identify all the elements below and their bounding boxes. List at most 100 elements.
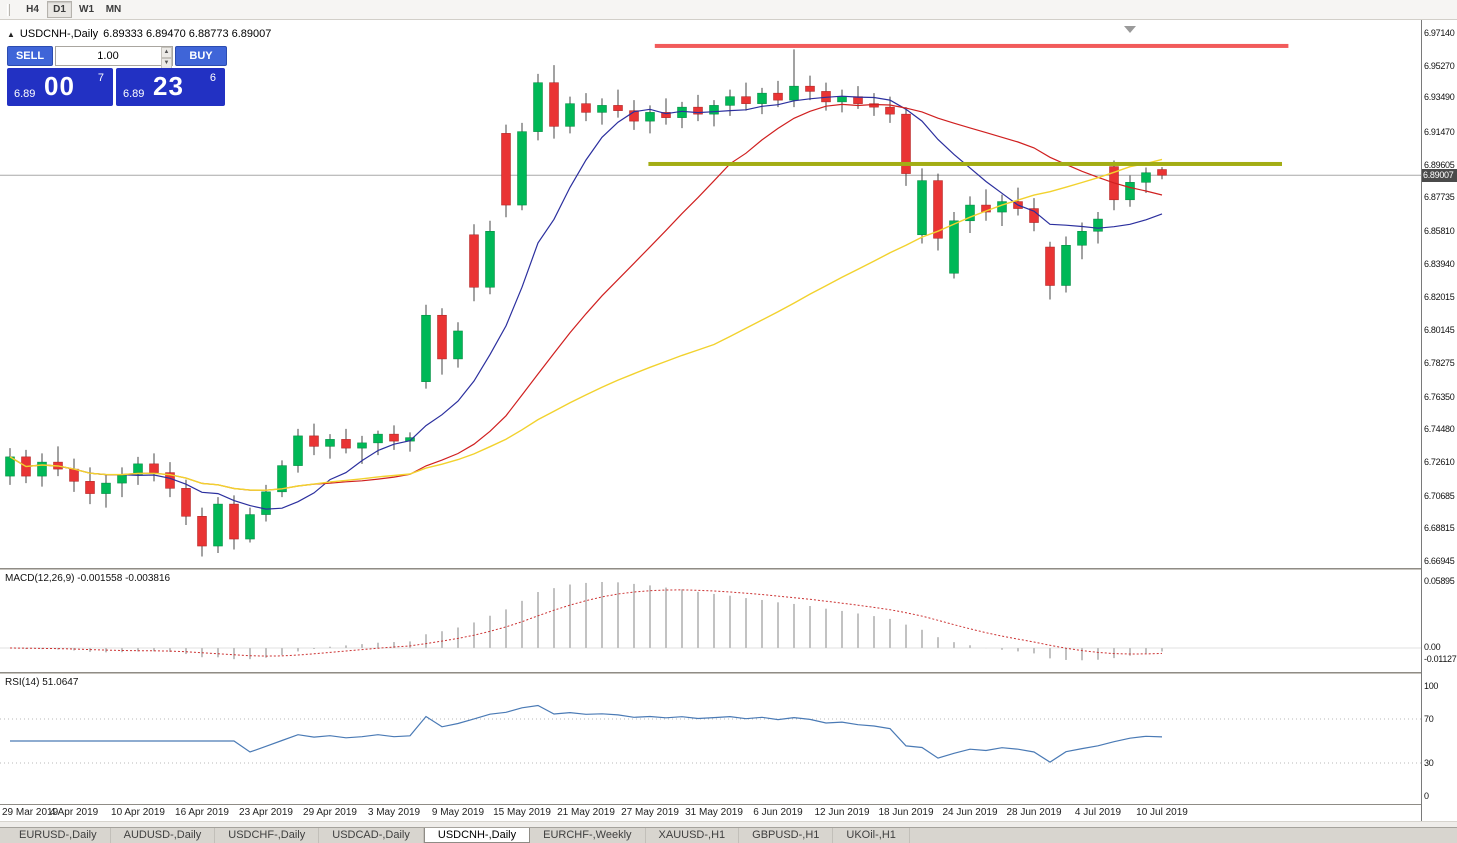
moving-average-line-45[interactable]: [9, 158, 1163, 491]
rsi-label: RSI(14) 51.0647: [5, 677, 79, 688]
date-label: 12 Jun 2019: [814, 807, 870, 818]
price-chart[interactable]: [0, 20, 1421, 568]
bid-price-point: 7: [97, 72, 104, 84]
date-label: 21 May 2019: [557, 807, 615, 818]
date-label: 15 May 2019: [493, 807, 551, 818]
rsi-scale-label: 100: [1424, 681, 1439, 691]
date-label: 29 Mar 2019: [2, 807, 59, 818]
ask-price-pips: 23: [153, 71, 184, 101]
chart-tab-audusd[interactable]: AUDUSD-,Daily: [111, 828, 216, 843]
horizontal-scrollbar[interactable]: [0, 821, 1457, 827]
price-scale-label: 6.87735: [1424, 192, 1455, 203]
chart-symbol-period: USDCNH-,Daily: [19, 28, 99, 40]
rsi-scale-label: 0: [1424, 791, 1429, 801]
macd-histogram: [25, 582, 1163, 661]
date-label: 10 Apr 2019: [111, 807, 165, 818]
date-label: 27 May 2019: [621, 807, 679, 818]
date-label: 10 Jul 2019: [1136, 807, 1188, 818]
price-scale-label: 6.93490: [1424, 91, 1455, 102]
timeframe-toolbar: H4 D1 W1 MN: [0, 0, 1457, 20]
chart-ohlc-values: 6.89333 6.89470 6.88773 6.89007: [103, 28, 272, 40]
candles: [5, 49, 1167, 557]
timeframe-button-w1[interactable]: W1: [79, 4, 94, 15]
one-click-trading-panel: SELL ▲ ▼ BUY 6.89 00 7 6.89 23 6: [7, 46, 227, 106]
chart-tab-usdcnh[interactable]: USDCNH-,Daily: [423, 828, 531, 843]
price-scale-label: 6.80145: [1424, 325, 1455, 336]
price-scale-label: 6.97140: [1424, 28, 1455, 38]
price-scale[interactable]: 6.97140 6.95270 6.93490 6.91470 6.89605 6.877…: [1421, 20, 1457, 821]
macd-signal-line: [9, 589, 1163, 657]
chart-tab-usdcad[interactable]: USDCAD-,Daily: [319, 828, 424, 843]
macd-label: MACD(12,26,9) -0.001558 -0.003816: [5, 573, 171, 584]
date-label: 6 Jun 2019: [753, 807, 803, 818]
lot-spin-up-icon[interactable]: ▲: [161, 47, 172, 58]
axis-separator: [0, 804, 1457, 805]
chart-title: ▲ USDCNH-,Daily 6.89333 6.89470 6.88773 …: [7, 28, 271, 40]
rsi-line: [10, 704, 1163, 763]
price-scale-label: 6.76350: [1424, 391, 1455, 402]
panel-separator[interactable]: [0, 672, 1457, 674]
chart-tabs-bar: EURUSD-,Daily AUDUSD-,Daily USDCHF-,Daily U…: [0, 827, 1457, 843]
date-axis[interactable]: 29 Mar 2019 4 Apr 2019 10 Apr 2019 16 Apr 2…: [0, 805, 1421, 821]
lot-size-spinner: ▲ ▼: [161, 47, 172, 69]
sell-button[interactable]: SELL: [7, 46, 53, 66]
date-label: 24 Jun 2019: [942, 807, 998, 818]
timeframe-button-h4[interactable]: H4: [26, 4, 39, 15]
rsi-panel[interactable]: [0, 674, 1421, 804]
moving-average-line-8[interactable]: [9, 95, 1163, 510]
buy-button[interactable]: BUY: [175, 46, 227, 66]
rsi-scale-label: 30: [1424, 758, 1434, 768]
bid-price-major: 6.89: [14, 88, 36, 100]
bid-price-pips: 00: [44, 71, 75, 101]
date-label: 18 Jun 2019: [878, 807, 934, 818]
price-scale-label: 6.95270: [1424, 60, 1455, 71]
chart-tab-eurchf[interactable]: EURCHF-,Weekly: [530, 828, 646, 843]
panel-separator[interactable]: [0, 568, 1457, 570]
date-label: 9 May 2019: [431, 807, 485, 818]
chart-tab-eurusd[interactable]: EURUSD-,Daily: [6, 828, 111, 843]
timeframe-buttons: H4 D1 W1 MN: [20, 1, 128, 18]
ask-price-major: 6.89: [123, 88, 145, 100]
timeframe-button-mn[interactable]: MN: [105, 4, 122, 15]
date-label: 29 Apr 2019: [303, 807, 357, 818]
chart-tab-xauusd[interactable]: XAUUSD-,H1: [646, 828, 740, 843]
date-label: 4 Apr 2019: [49, 807, 99, 818]
price-scale-label: 6.74480: [1424, 424, 1455, 435]
macd-scale-label: 0.05895: [1424, 576, 1455, 586]
one-click-expander-icon[interactable]: ▲: [7, 29, 15, 39]
chart-tab-gbpusd[interactable]: GBPUSD-,H1: [739, 828, 834, 843]
price-scale-label: 6.91470: [1424, 127, 1455, 138]
price-scale-label: 6.82015: [1424, 292, 1455, 303]
price-scale-label: 6.68815: [1424, 523, 1455, 534]
ask-price-box[interactable]: 6.89 23 6: [116, 68, 225, 106]
price-scale-label: 6.78275: [1424, 357, 1455, 368]
price-scale-label: 6.83940: [1424, 258, 1455, 269]
toolbar-grip-handle[interactable]: [7, 3, 10, 16]
pivot-line[interactable]: [648, 161, 1282, 166]
macd-scale-label: 0.00: [1424, 642, 1441, 652]
date-label: 31 May 2019: [685, 807, 743, 818]
bid-price-box[interactable]: 6.89 00 7: [7, 68, 113, 106]
price-scale-label: 6.66945: [1424, 555, 1455, 566]
price-scale-label: 6.70685: [1424, 490, 1455, 501]
timeframe-button-d1[interactable]: D1: [47, 1, 72, 18]
chart-tab-usdchf[interactable]: USDCHF-,Daily: [215, 828, 320, 843]
date-label: 16 Apr 2019: [175, 807, 229, 818]
bid-price-badge: 6.89007: [1422, 168, 1457, 182]
price-scale-label: 6.89605: [1424, 159, 1455, 170]
chart-shift-marker-icon[interactable]: [1124, 26, 1136, 33]
price-scale-label: 6.85810: [1424, 226, 1455, 237]
date-label: 23 Apr 2019: [239, 807, 293, 818]
chart-tab-ukoil[interactable]: UKOil-,H1: [833, 828, 910, 843]
macd-panel[interactable]: [0, 570, 1421, 672]
lot-size-input[interactable]: [55, 46, 173, 66]
date-label: 4 Jul 2019: [1074, 807, 1122, 818]
ask-price-point: 6: [209, 72, 216, 84]
date-label: 3 May 2019: [367, 807, 421, 818]
resistance-line[interactable]: [654, 43, 1289, 48]
macd-scale-label: -0.01127: [1424, 654, 1457, 664]
date-label: 28 Jun 2019: [1006, 807, 1062, 818]
rsi-scale-label: 70: [1424, 714, 1434, 724]
price-scale-label: 6.72610: [1424, 456, 1455, 467]
